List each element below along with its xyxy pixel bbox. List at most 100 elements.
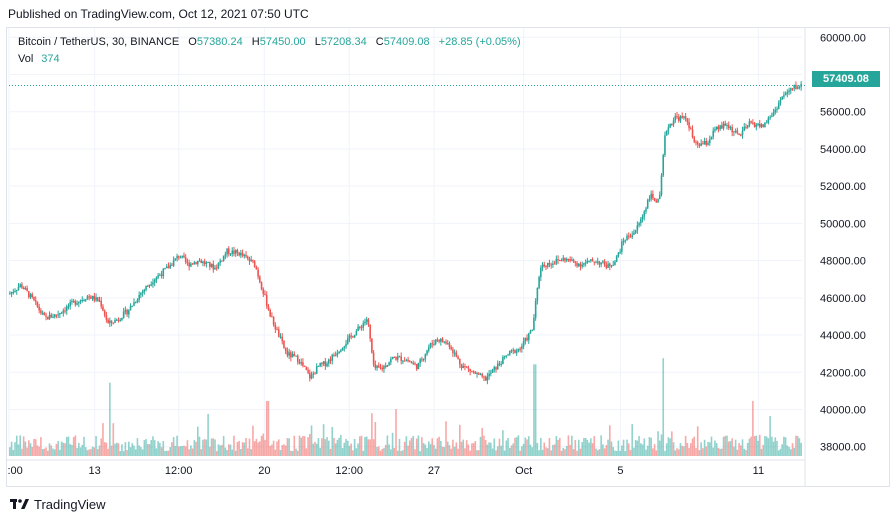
volume-bar (674, 450, 677, 456)
y-tick-label: 42000.00 (820, 367, 866, 379)
volume-bar (96, 448, 99, 456)
volume-bar (205, 439, 208, 456)
candlestick-chart[interactable]: 38000.00 40000.00 42000.00 44000.00 46000.00… (0, 28, 889, 486)
candle-body (648, 199, 651, 201)
x-tick-label: 20 (258, 465, 270, 477)
candle-body (548, 262, 551, 265)
volume-bar (200, 449, 203, 456)
candle-body (765, 122, 768, 124)
candle-body (493, 367, 496, 370)
volume-bar (114, 443, 116, 456)
volume-bar (245, 438, 247, 456)
volume-bar (776, 440, 778, 456)
candle-body (791, 88, 794, 90)
candle-body (674, 115, 677, 121)
volume-bar (65, 437, 68, 456)
volume-bar (84, 447, 87, 456)
volume-bar (496, 446, 499, 456)
volume-bar (19, 435, 22, 456)
volume-bar (646, 445, 649, 456)
volume-bar (109, 382, 111, 456)
candle-body (631, 234, 633, 237)
volume-bar (155, 448, 158, 456)
candle-body (215, 267, 218, 269)
candle-body (641, 216, 644, 220)
volume-bar (441, 446, 444, 456)
candle-body (450, 347, 452, 350)
candle-body (584, 262, 587, 264)
candle-body (105, 315, 108, 320)
volume-bar (302, 435, 304, 456)
candle-body (571, 259, 573, 261)
candle-body (383, 365, 385, 370)
candle-body (679, 116, 682, 121)
volume-bar (315, 443, 318, 456)
candle-body (633, 232, 635, 235)
candle-body (612, 264, 615, 266)
volume-bar (405, 436, 408, 456)
volume-bar (246, 448, 249, 456)
candle-body (595, 262, 597, 264)
volume-bar (490, 442, 492, 456)
volume-bar (567, 435, 570, 456)
volume-bar (357, 443, 359, 456)
candle-body (476, 373, 478, 375)
volume-bar (222, 436, 225, 456)
volume-bar (383, 448, 385, 456)
candle-body (60, 312, 63, 314)
volume-bar (22, 436, 25, 456)
candle-body (510, 350, 513, 352)
volume-bar (710, 436, 713, 456)
candle-body (303, 365, 306, 367)
volume-bar (300, 437, 303, 456)
candle-body (715, 126, 718, 130)
candle-body (253, 261, 256, 267)
volume-bar (512, 443, 515, 456)
volume-bar (131, 443, 134, 456)
volume-bar (36, 445, 39, 456)
candle-body (564, 257, 566, 261)
volume-bar (176, 435, 178, 456)
candle-body (736, 130, 739, 134)
volume-bar (569, 444, 571, 456)
volume-bar (265, 401, 268, 456)
volume-bar (579, 448, 582, 456)
candle-body (264, 294, 266, 296)
candle-body (452, 349, 454, 354)
volume-bar (321, 438, 323, 456)
volume-bar (422, 442, 425, 456)
tradingview-footer[interactable]: TradingView (10, 495, 106, 513)
candle-body (296, 355, 299, 362)
candle-body (90, 296, 92, 299)
volume-bar (669, 438, 671, 456)
volume-bar (128, 441, 130, 456)
candle-body (255, 266, 258, 270)
volume-bar (577, 439, 580, 456)
volume-bar (419, 451, 421, 456)
chart-frame[interactable]: 38000.00 40000.00 42000.00 44000.00 46000.00… (0, 27, 890, 487)
volume-bar (557, 439, 559, 456)
volume-bar (431, 438, 434, 456)
y-tick-label: 40000.00 (820, 404, 866, 416)
volume-bar (791, 443, 794, 456)
volume-bar (679, 443, 682, 456)
low-label: L (314, 36, 321, 48)
volume-bar (676, 448, 678, 456)
volume-bar (748, 438, 751, 456)
volume-bar (407, 445, 409, 456)
volume-bar (484, 440, 487, 456)
candle-body (512, 349, 515, 351)
volume-bar (788, 446, 790, 456)
volume-bar (110, 445, 113, 456)
x-tick-label: 11 (753, 465, 764, 477)
candle-body (50, 314, 53, 318)
volume-bar (724, 435, 727, 456)
candle-body (764, 122, 766, 127)
candle-body (721, 125, 723, 129)
volume-bar (24, 441, 27, 456)
candle-body (538, 277, 540, 288)
candle-body (503, 356, 506, 358)
volume-bar (586, 439, 589, 456)
candle-body (657, 199, 659, 203)
volume-bar (769, 416, 771, 456)
